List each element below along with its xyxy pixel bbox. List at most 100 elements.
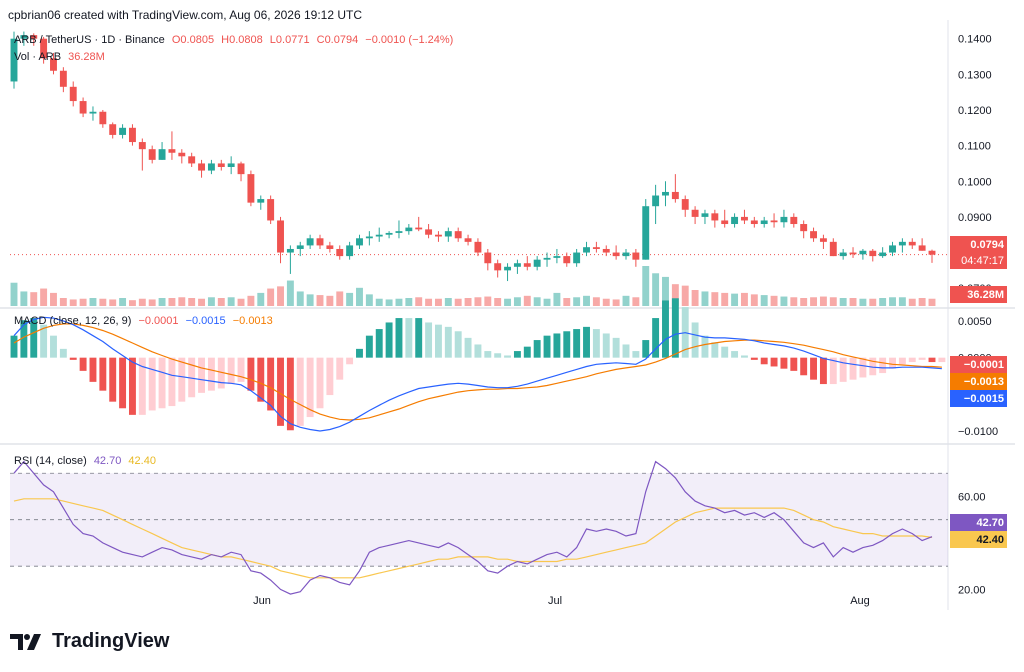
volume-bar: [188, 298, 196, 306]
macd-histogram-bar: [178, 357, 186, 402]
candle-body: [810, 231, 818, 239]
volume-bar: [30, 292, 38, 306]
volume-bar: [385, 299, 393, 306]
macd-histogram-bar: [770, 357, 778, 367]
macd-signal-tag: −0.0013: [950, 373, 1007, 390]
volume-bar: [543, 298, 551, 306]
candle-body: [434, 234, 442, 237]
macd-histogram-bar: [69, 357, 77, 360]
macd-histogram-bar: [484, 351, 492, 358]
macd-histogram-bar: [750, 357, 758, 360]
macd-histogram-bar: [889, 357, 896, 369]
candle-body: [898, 241, 906, 246]
volume-bar: [592, 297, 600, 306]
volume-bar: [612, 299, 620, 306]
macd-histogram-bar: [30, 318, 38, 358]
tradingview-logo-icon: [10, 633, 41, 650]
volume-bar: [296, 291, 304, 306]
macd-histogram-bar: [938, 357, 946, 363]
candle-body: [385, 232, 393, 235]
candle-body: [908, 241, 916, 246]
volume-bar: [553, 292, 561, 306]
macd-histogram-bar: [306, 357, 314, 418]
candle-body: [474, 241, 482, 253]
volume-label: Vol · ARB: [14, 51, 62, 63]
volume-bar: [859, 298, 867, 306]
macd-histogram-bar: [543, 335, 551, 358]
volume-bar: [415, 297, 423, 306]
price-tag: 0.0794: [950, 236, 1007, 253]
candle-body: [316, 238, 324, 246]
macd-histogram-bar: [50, 335, 57, 358]
candle-body: [573, 252, 581, 264]
candle-body: [721, 220, 729, 225]
macd-histogram-bar: [612, 337, 620, 358]
volume-bar: [879, 298, 887, 306]
candle-body: [583, 247, 590, 253]
candle-body: [849, 252, 857, 255]
macd-histogram-bar: [839, 357, 847, 382]
candle-body: [504, 266, 512, 271]
volume-bar: [829, 297, 837, 306]
volume-bar: [908, 298, 916, 306]
macd-histogram-bar: [267, 357, 275, 411]
candle-body: [119, 127, 127, 135]
macd-histogram-bar: [336, 357, 344, 380]
volume-bar: [898, 297, 906, 306]
candle-body: [198, 163, 206, 171]
rsi-tag: 42.70: [950, 514, 1007, 531]
macd-histogram-bar: [128, 357, 136, 415]
tradingview-logo: TradingView: [10, 630, 169, 653]
candle-body: [760, 220, 768, 225]
candle-body: [415, 227, 423, 230]
macd-histogram-bar: [405, 318, 413, 358]
volume-bar: [316, 295, 324, 306]
volume-bar: [770, 295, 778, 306]
volume-bar: [395, 298, 403, 306]
volume-bar: [109, 299, 117, 306]
candle-body: [681, 199, 689, 210]
candle-body: [740, 216, 748, 221]
macd-histogram-bar: [385, 322, 393, 358]
macd-histogram-bar: [563, 331, 571, 358]
close-value: C0.0794: [316, 34, 359, 46]
macd-histogram-bar: [592, 329, 600, 358]
macd-histogram-bar: [898, 357, 906, 365]
macd-histogram-bar: [375, 329, 383, 358]
volume-bar: [326, 295, 334, 306]
volume-bar: [119, 298, 127, 306]
macd-histogram-bar: [731, 351, 739, 358]
volume-bar: [50, 292, 57, 306]
macd-histogram-bar: [444, 326, 452, 358]
macd-histogram-bar: [89, 357, 97, 382]
volume-bar: [277, 286, 284, 306]
volume-bar: [533, 297, 541, 306]
macd-histogram-bar: [40, 324, 48, 358]
chart-svg[interactable]: 0.14000.13000.12000.11000.10000.09000.08…: [0, 0, 1024, 620]
candle-body: [918, 245, 926, 251]
volume-bar: [99, 298, 107, 306]
brand-name: TradingView: [52, 630, 170, 652]
candle-body: [356, 238, 363, 246]
rsi-tick-label: 20.00: [958, 584, 986, 596]
volume-bar: [10, 282, 18, 306]
volume-bar: [513, 297, 521, 306]
candle-body: [543, 257, 551, 260]
candle-body: [188, 156, 196, 164]
candle-body: [326, 245, 334, 249]
macd-histogram-bar: [474, 344, 482, 358]
volume-bar: [178, 297, 186, 306]
volume-bar: [257, 292, 265, 306]
volume-bar: [701, 291, 709, 306]
macd-histogram-bar: [365, 335, 373, 358]
price-tick-label: 0.0900: [958, 212, 992, 224]
volume-bar: [849, 298, 857, 306]
macd-histogram-bar: [740, 355, 748, 358]
volume-bar: [198, 298, 206, 306]
macd-histogram-bar: [780, 357, 788, 369]
volume-bar: [750, 294, 758, 306]
volume-value: 36.28M: [68, 51, 105, 63]
macd-tick-label: 0.0050: [958, 316, 992, 328]
macd-histogram-bar: [721, 346, 729, 358]
candle-body: [109, 124, 117, 135]
